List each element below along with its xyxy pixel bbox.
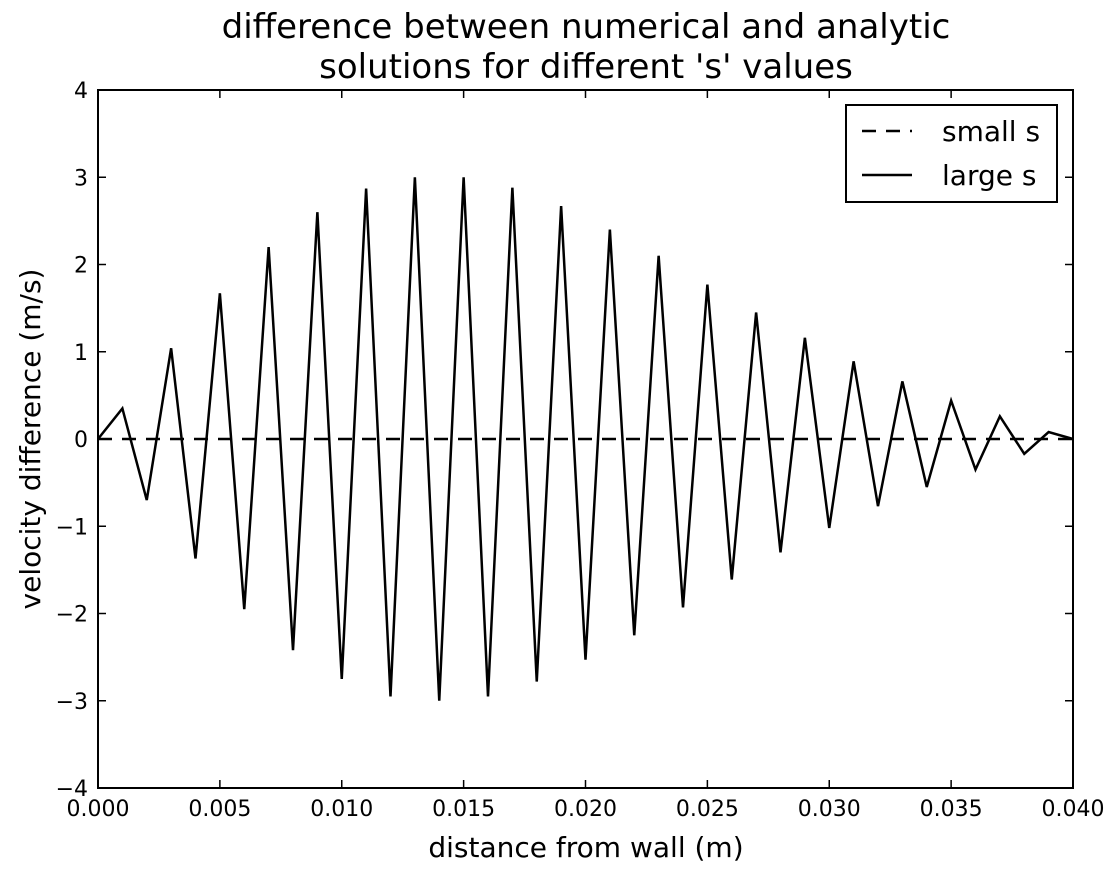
x-tick-label: 0.040	[1042, 797, 1105, 822]
x-tick-label: 0.000	[67, 797, 130, 822]
legend-label-small-s: small s	[942, 115, 1040, 148]
x-tick-label: 0.025	[676, 797, 739, 822]
plot-frame	[97, 89, 1074, 789]
y-tick-label: 1	[74, 341, 88, 366]
y-tick-label: 4	[74, 79, 88, 104]
x-tick-label: 0.015	[432, 797, 495, 822]
y-tick-label: −4	[56, 777, 88, 802]
legend-box	[845, 104, 1058, 203]
legend-label-large-s: large s	[942, 159, 1036, 192]
x-tick-label: 0.030	[798, 797, 861, 822]
x-axis-label: distance from wall (m)	[428, 831, 743, 864]
series-layer	[97, 177, 1074, 701]
chart-title-line-2: solutions for different 's' values	[319, 47, 853, 87]
y-tick-label: −2	[56, 603, 88, 628]
y-tick-label: −3	[56, 690, 88, 715]
ticks-layer: 0.000 0.005 0.010 0.015 0.020 0.025 0.030 0.035…	[56, 79, 1105, 822]
chart-title-line-1: difference between numerical and analyti…	[222, 7, 951, 47]
y-tick-label: 2	[74, 254, 88, 279]
y-tick-label: −1	[56, 515, 88, 540]
x-tick-label: 0.010	[310, 797, 373, 822]
y-axis-label: velocity difference (m/s)	[14, 269, 47, 610]
x-tick-label: 0.005	[188, 797, 251, 822]
x-tick-label: 0.020	[554, 797, 617, 822]
y-tick-label: 3	[74, 166, 88, 191]
legend: small s large s	[845, 104, 1058, 203]
y-tick-label: 0	[74, 428, 88, 453]
series-line-large-s	[97, 177, 1074, 701]
x-tick-label: 0.035	[920, 797, 983, 822]
